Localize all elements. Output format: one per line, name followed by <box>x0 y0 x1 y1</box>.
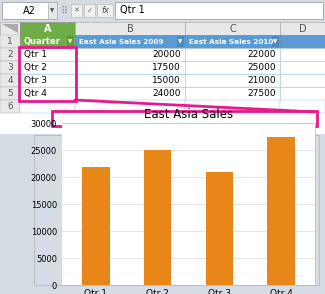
Bar <box>0 74 20 87</box>
Bar <box>20 87 75 100</box>
Bar <box>2 2 57 19</box>
Text: Qtr 4: Qtr 4 <box>24 89 47 98</box>
Polygon shape <box>2 24 18 33</box>
Bar <box>97 4 113 17</box>
Bar <box>82 167 110 285</box>
Bar <box>115 2 323 19</box>
Text: 6: 6 <box>7 102 13 111</box>
Text: Qtr 3: Qtr 3 <box>24 76 47 85</box>
Text: 17500: 17500 <box>152 63 181 72</box>
Text: Quarter: Quarter <box>24 37 61 46</box>
Text: 27500: 27500 <box>247 89 276 98</box>
Bar <box>280 74 325 87</box>
Bar <box>280 87 325 100</box>
Bar <box>48 2 57 19</box>
Bar <box>0 87 20 100</box>
Bar <box>19 47 76 101</box>
Bar <box>20 61 75 74</box>
Bar <box>185 35 280 48</box>
Text: 2: 2 <box>7 50 13 59</box>
Bar <box>0 61 20 74</box>
Bar <box>67 36 74 47</box>
Bar <box>177 36 184 47</box>
Bar <box>75 74 185 87</box>
Bar <box>20 35 75 48</box>
Bar <box>75 61 185 74</box>
Bar <box>75 22 185 35</box>
Text: Qtr 1: Qtr 1 <box>24 50 47 59</box>
Text: 22000: 22000 <box>248 50 276 59</box>
Bar <box>185 74 280 87</box>
Bar <box>52 111 317 126</box>
Bar <box>71 4 82 17</box>
Bar <box>144 151 172 285</box>
Bar <box>20 74 75 87</box>
Bar <box>84 4 95 17</box>
Bar <box>20 22 75 35</box>
Text: Qtr 1: Qtr 1 <box>120 6 145 16</box>
Text: East Asia Sales 2010: East Asia Sales 2010 <box>189 39 273 44</box>
Bar <box>34 135 319 285</box>
Text: East Asia Sales 2009: East Asia Sales 2009 <box>79 39 163 44</box>
Bar <box>20 48 75 61</box>
Text: 21000: 21000 <box>247 76 276 85</box>
Bar <box>280 61 325 74</box>
Text: A2: A2 <box>22 6 35 16</box>
Text: ✕: ✕ <box>73 8 79 14</box>
Bar <box>185 87 280 100</box>
Text: fx: fx <box>101 6 109 15</box>
Text: 25000: 25000 <box>247 63 276 72</box>
Text: ▼: ▼ <box>273 39 278 44</box>
Bar <box>267 137 295 285</box>
Text: 3: 3 <box>7 63 13 72</box>
Text: 5: 5 <box>7 89 13 98</box>
Text: 15000: 15000 <box>152 76 181 85</box>
Bar <box>205 172 233 285</box>
Text: Qtr 2: Qtr 2 <box>24 63 47 72</box>
Bar <box>0 48 20 61</box>
Text: ✓: ✓ <box>86 8 92 14</box>
Title: East Asia Sales: East Asia Sales <box>144 108 233 121</box>
Bar <box>185 48 280 61</box>
Bar <box>75 87 185 100</box>
Bar <box>280 22 325 35</box>
Text: D: D <box>299 24 306 34</box>
Bar <box>75 48 185 61</box>
Bar <box>272 36 279 47</box>
Text: 1: 1 <box>7 37 13 46</box>
Bar <box>0 35 20 48</box>
Bar <box>280 100 325 113</box>
Bar <box>280 35 325 48</box>
Bar <box>0 22 20 35</box>
Bar <box>185 22 280 35</box>
Text: B: B <box>127 24 133 34</box>
Bar <box>20 100 75 113</box>
Bar <box>0 0 325 21</box>
Bar <box>185 61 280 74</box>
Bar <box>0 22 325 134</box>
Bar <box>185 100 280 113</box>
Bar <box>75 35 185 48</box>
Bar <box>75 100 185 113</box>
Text: 20000: 20000 <box>152 50 181 59</box>
Text: 24000: 24000 <box>152 89 181 98</box>
Text: ▼: ▼ <box>68 39 72 44</box>
Text: ▼: ▼ <box>50 9 55 14</box>
Text: ▼: ▼ <box>178 39 183 44</box>
Text: A: A <box>44 24 51 34</box>
Text: ⠿: ⠿ <box>60 6 68 16</box>
Text: 4: 4 <box>7 76 13 85</box>
Text: C: C <box>229 24 236 34</box>
Bar <box>280 48 325 61</box>
Bar <box>0 100 20 113</box>
